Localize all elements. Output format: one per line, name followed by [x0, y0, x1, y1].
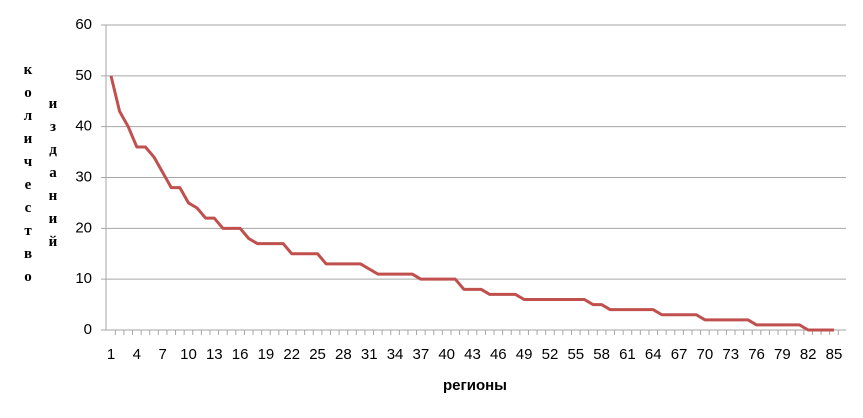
x-tick-label: 16	[232, 346, 249, 363]
x-tick-label: 40	[438, 346, 455, 363]
y-tick-label: 20	[75, 219, 92, 236]
x-tick-label: 58	[593, 346, 610, 363]
x-tick-label: 55	[567, 346, 584, 363]
x-tick-label: 25	[309, 346, 326, 363]
x-tick-label: 1	[107, 346, 115, 363]
y-axis-label: количество	[20, 62, 36, 292]
x-tick-label: 10	[180, 346, 197, 363]
x-tick-label: 37	[413, 346, 430, 363]
x-tick-label: 34	[387, 346, 404, 363]
x-tick-label: 82	[800, 346, 817, 363]
x-tick-label: 13	[206, 346, 223, 363]
line-series	[109, 75, 834, 332]
x-tick-label: 46	[490, 346, 507, 363]
x-tick-label: 52	[542, 346, 559, 363]
y-axis-label: изданий	[45, 96, 61, 257]
x-tick-label: 61	[619, 346, 636, 363]
y-tick-label: 30	[75, 168, 92, 185]
y-tick-label: 60	[75, 16, 92, 33]
x-axis-label: регионы	[443, 377, 507, 394]
y-tick-label: 40	[75, 118, 92, 135]
x-tick-label: 67	[671, 346, 688, 363]
x-tick-label: 76	[748, 346, 765, 363]
x-tick-label: 19	[258, 346, 275, 363]
x-tick-label: 49	[516, 346, 533, 363]
y-tick-label: 10	[75, 270, 92, 287]
x-tick-label: 7	[158, 346, 166, 363]
x-tick-label: 79	[774, 346, 791, 363]
y-tick-label: 50	[75, 67, 92, 84]
x-tick-label: 64	[645, 346, 662, 363]
x-tick-label: 28	[335, 346, 352, 363]
x-tick-label: 31	[361, 346, 378, 363]
y-tick-label: 0	[84, 321, 92, 338]
x-tick-label: 4	[133, 346, 141, 363]
x-tick-label: 43	[464, 346, 481, 363]
x-tick-label: 73	[722, 346, 739, 363]
x-tick-label: 22	[283, 346, 300, 363]
x-tick-label: 85	[826, 346, 843, 363]
x-tick-label: 70	[697, 346, 714, 363]
